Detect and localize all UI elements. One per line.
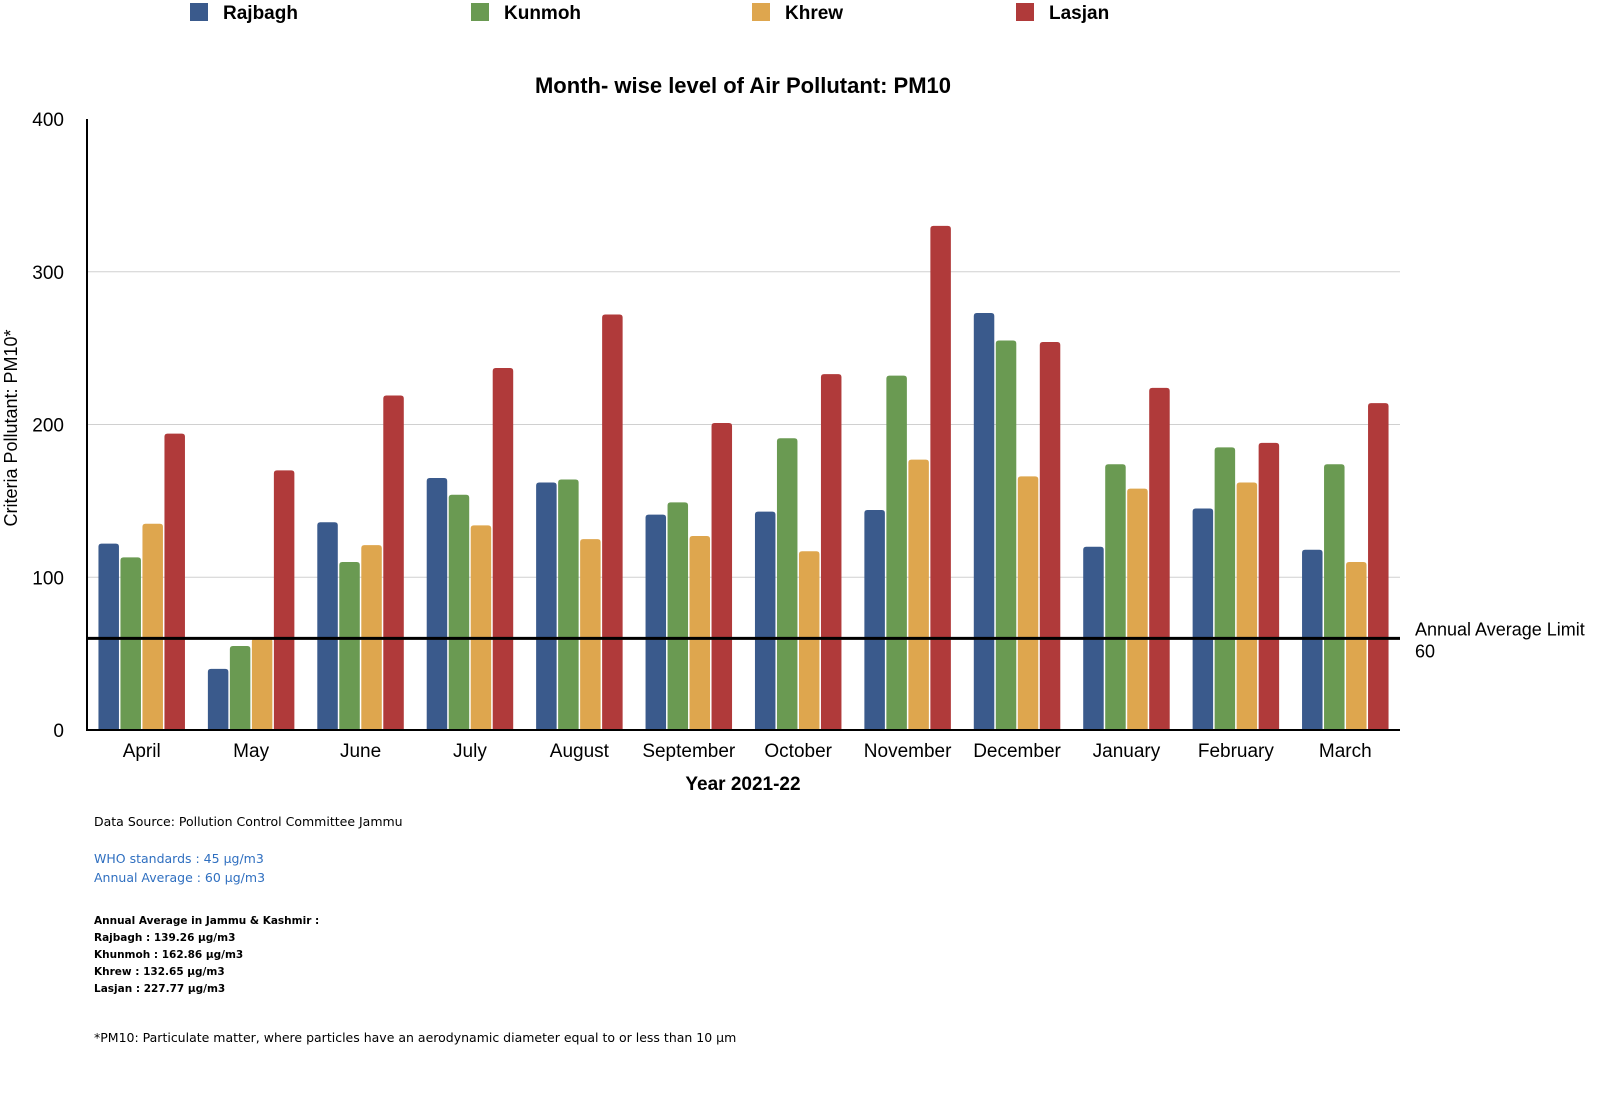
legend-label-khrew: Khrew	[785, 3, 843, 24]
bar-kunmoh-november	[886, 375, 907, 730]
annual-average-limit-label: Annual Average Limit	[1415, 619, 1585, 639]
bar-rajbagh-november	[864, 510, 885, 730]
chart-title: Month- wise level of Air Pollutant: PM10	[535, 73, 951, 98]
jk-average-heading: Annual Average in Jammu & Kashmir :	[94, 915, 320, 927]
bars	[98, 225, 1389, 731]
legend-swatch-rajbagh	[190, 3, 208, 21]
bar-rajbagh-june	[317, 522, 338, 730]
bar-rajbagh-february	[1192, 508, 1214, 730]
jk-average-khunmoh: Khunmoh : 162.86 µg/m3	[94, 949, 244, 961]
data-source-note: Data Source: Pollution Control Committee…	[94, 814, 403, 829]
bar-kunmoh-september	[667, 502, 689, 730]
y-tick-label: 100	[32, 568, 64, 589]
bar-lasjan-july	[492, 367, 514, 730]
x-tick-label: December	[973, 741, 1061, 762]
bar-rajbagh-may	[207, 668, 229, 730]
bar-lasjan-february	[1258, 442, 1280, 730]
x-tick-label: March	[1319, 741, 1372, 762]
legend-label-lasjan: Lasjan	[1049, 3, 1109, 24]
x-axis-title: Year 2021-22	[685, 774, 800, 795]
bar-rajbagh-october	[754, 511, 776, 730]
x-tick-label: October	[764, 741, 832, 762]
bar-kunmoh-january	[1105, 464, 1126, 730]
bar-kunmoh-december	[995, 340, 1017, 730]
bar-lasjan-april	[164, 433, 185, 730]
y-tick-label: 200	[32, 416, 64, 437]
bar-kunmoh-march	[1324, 464, 1345, 730]
bar-lasjan-january	[1149, 387, 1170, 730]
y-tick-label: 400	[32, 110, 64, 131]
legend-label-kunmoh: Kunmoh	[504, 3, 581, 24]
bar-lasjan-march	[1368, 403, 1389, 730]
x-tick-label: February	[1198, 741, 1275, 762]
bar-khrew-september	[689, 536, 711, 730]
bar-khrew-november	[908, 459, 929, 730]
legend-swatch-lasjan	[1016, 3, 1034, 21]
bar-rajbagh-march	[1302, 549, 1323, 730]
x-tick-label: September	[642, 741, 736, 762]
bar-rajbagh-july	[426, 477, 448, 730]
pm10-footnote: *PM10: Particulate matter, where particl…	[94, 1030, 737, 1045]
x-tick-label: January	[1093, 741, 1161, 762]
bar-kunmoh-august	[558, 479, 579, 730]
bar-kunmoh-february	[1214, 447, 1236, 730]
jk-average-rajbagh: Rajbagh : 139.26 µg/m3	[94, 932, 236, 944]
gridlines	[87, 271, 1400, 578]
x-tick-label: June	[340, 741, 381, 762]
bar-khrew-october	[798, 551, 820, 730]
bar-khrew-july	[470, 525, 492, 730]
bar-lasjan-december	[1039, 342, 1061, 730]
bar-kunmoh-june	[339, 561, 360, 730]
annual-average-note: Annual Average : 60 µg/m3	[94, 870, 266, 885]
chart-notes: Data Source: Pollution Control Committee…	[94, 812, 994, 1047]
bar-rajbagh-september	[645, 514, 667, 730]
bar-kunmoh-october	[776, 438, 798, 730]
legend: Rajbagh Kunmoh Khrew Lasjan	[190, 3, 1109, 24]
bar-rajbagh-december	[973, 312, 995, 730]
bar-lasjan-may	[273, 470, 295, 730]
bar-khrew-february	[1236, 482, 1258, 730]
bar-kunmoh-april	[120, 557, 141, 730]
x-tick-label: April	[123, 741, 161, 762]
y-tick-label: 300	[32, 263, 64, 284]
legend-label-rajbagh: Rajbagh	[223, 3, 298, 24]
bar-rajbagh-april	[98, 543, 119, 730]
x-tick-label: May	[233, 741, 269, 762]
x-tick-label: August	[550, 741, 610, 762]
jk-average-lasjan: Lasjan : 227.77 µg/m3	[94, 983, 226, 995]
legend-swatch-kunmoh	[471, 3, 489, 21]
bar-lasjan-october	[820, 374, 842, 730]
bar-lasjan-september	[711, 422, 733, 730]
jk-average-khrew: Khrew : 132.65 µg/m3	[94, 966, 225, 978]
bar-lasjan-november	[930, 225, 951, 731]
bar-khrew-august	[580, 539, 601, 730]
y-axis-title: Criteria Pollutant: PM10*	[1, 329, 21, 526]
bar-kunmoh-may	[229, 645, 251, 730]
x-axis-ticks: April May June July August September October No…	[123, 741, 1372, 762]
y-tick-label: 0	[53, 721, 64, 742]
bar-lasjan-august	[602, 314, 623, 730]
bar-khrew-december	[1017, 476, 1039, 730]
bar-khrew-may	[251, 638, 273, 730]
bar-lasjan-june	[383, 395, 404, 730]
pm10-bar-chart: Rajbagh Kunmoh Khrew Lasjan Month- wise lev…	[1, 3, 1585, 795]
legend-swatch-khrew	[752, 3, 770, 21]
bar-rajbagh-august	[536, 482, 557, 730]
x-tick-label: July	[453, 741, 487, 762]
y-axis-ticks: 0 100 200 300 400	[32, 110, 64, 742]
annual-average-limit-value: 60	[1415, 641, 1435, 661]
bar-kunmoh-july	[448, 494, 470, 730]
bar-khrew-march	[1346, 561, 1367, 730]
who-standard-note: WHO standards : 45 µg/m3	[94, 851, 264, 866]
x-tick-label: November	[864, 741, 952, 762]
bar-khrew-january	[1127, 488, 1148, 730]
bar-khrew-april	[142, 523, 163, 730]
